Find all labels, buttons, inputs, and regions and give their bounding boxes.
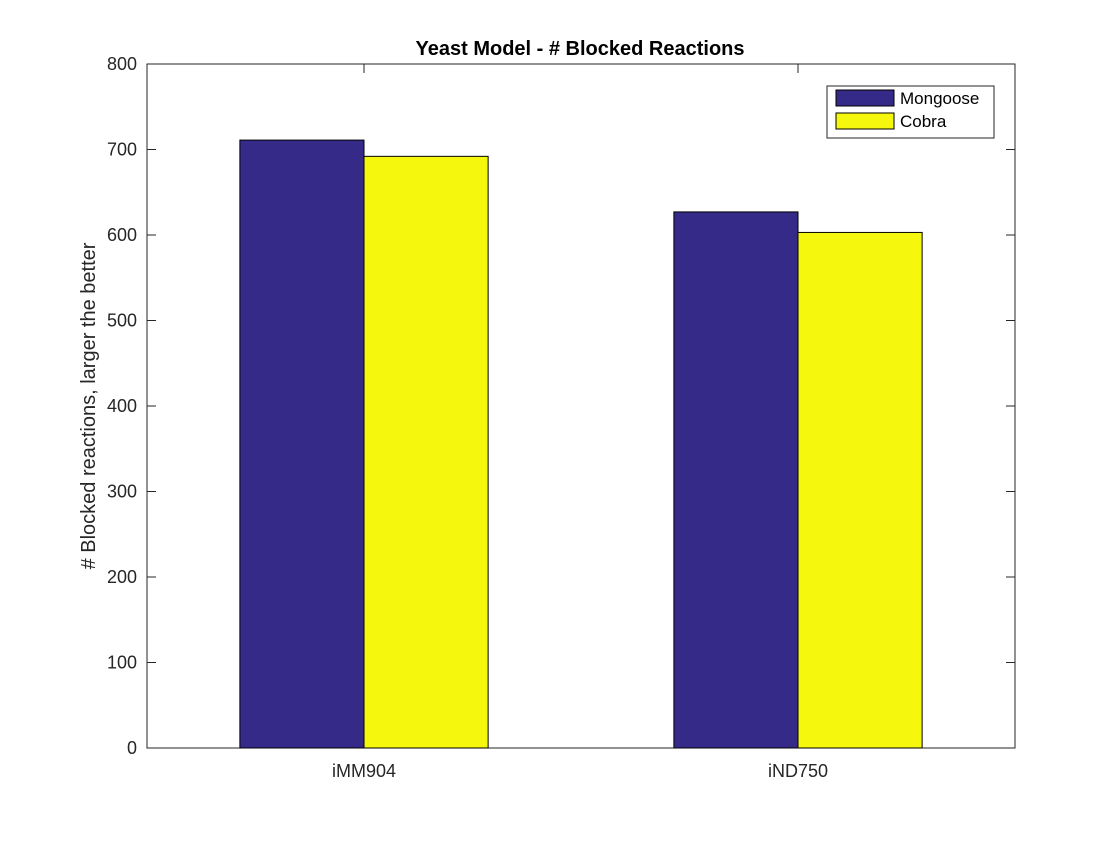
bar-cobra-ind750	[797, 231, 923, 749]
y-tick-label: 500	[107, 311, 137, 331]
bar-mongoose-imm904	[239, 139, 365, 749]
plot-area: 0 100 200 300 400 500 600 700 800 iMM904 iND750	[107, 54, 1016, 781]
x-tick-label: iND750	[768, 761, 828, 781]
y-tick-label: 300	[107, 482, 137, 502]
y-tick-label: 700	[107, 140, 137, 160]
y-tick-label: 0	[127, 738, 137, 758]
bar-mongoose-ind750	[673, 211, 799, 749]
y-tick-label: 400	[107, 396, 137, 416]
legend-swatch-mongoose	[835, 89, 895, 107]
chart-title: Yeast Model - # Blocked Reactions	[416, 38, 745, 60]
legend-label-mongoose: Mongoose	[900, 89, 979, 108]
y-tick-label: 100	[107, 653, 137, 673]
legend-label-cobra: Cobra	[900, 112, 947, 131]
legend-swatch-cobra	[835, 112, 895, 130]
y-tick-label: 800	[107, 54, 137, 74]
bar-cobra-imm904	[363, 155, 489, 749]
legend: Mongoose Cobra	[826, 85, 995, 139]
y-tick-label: 600	[107, 225, 137, 245]
y-axis-label: # Blocked reactions, larger the better	[78, 242, 100, 569]
x-tick-label: iMM904	[332, 761, 396, 781]
y-tick-label: 200	[107, 567, 137, 587]
